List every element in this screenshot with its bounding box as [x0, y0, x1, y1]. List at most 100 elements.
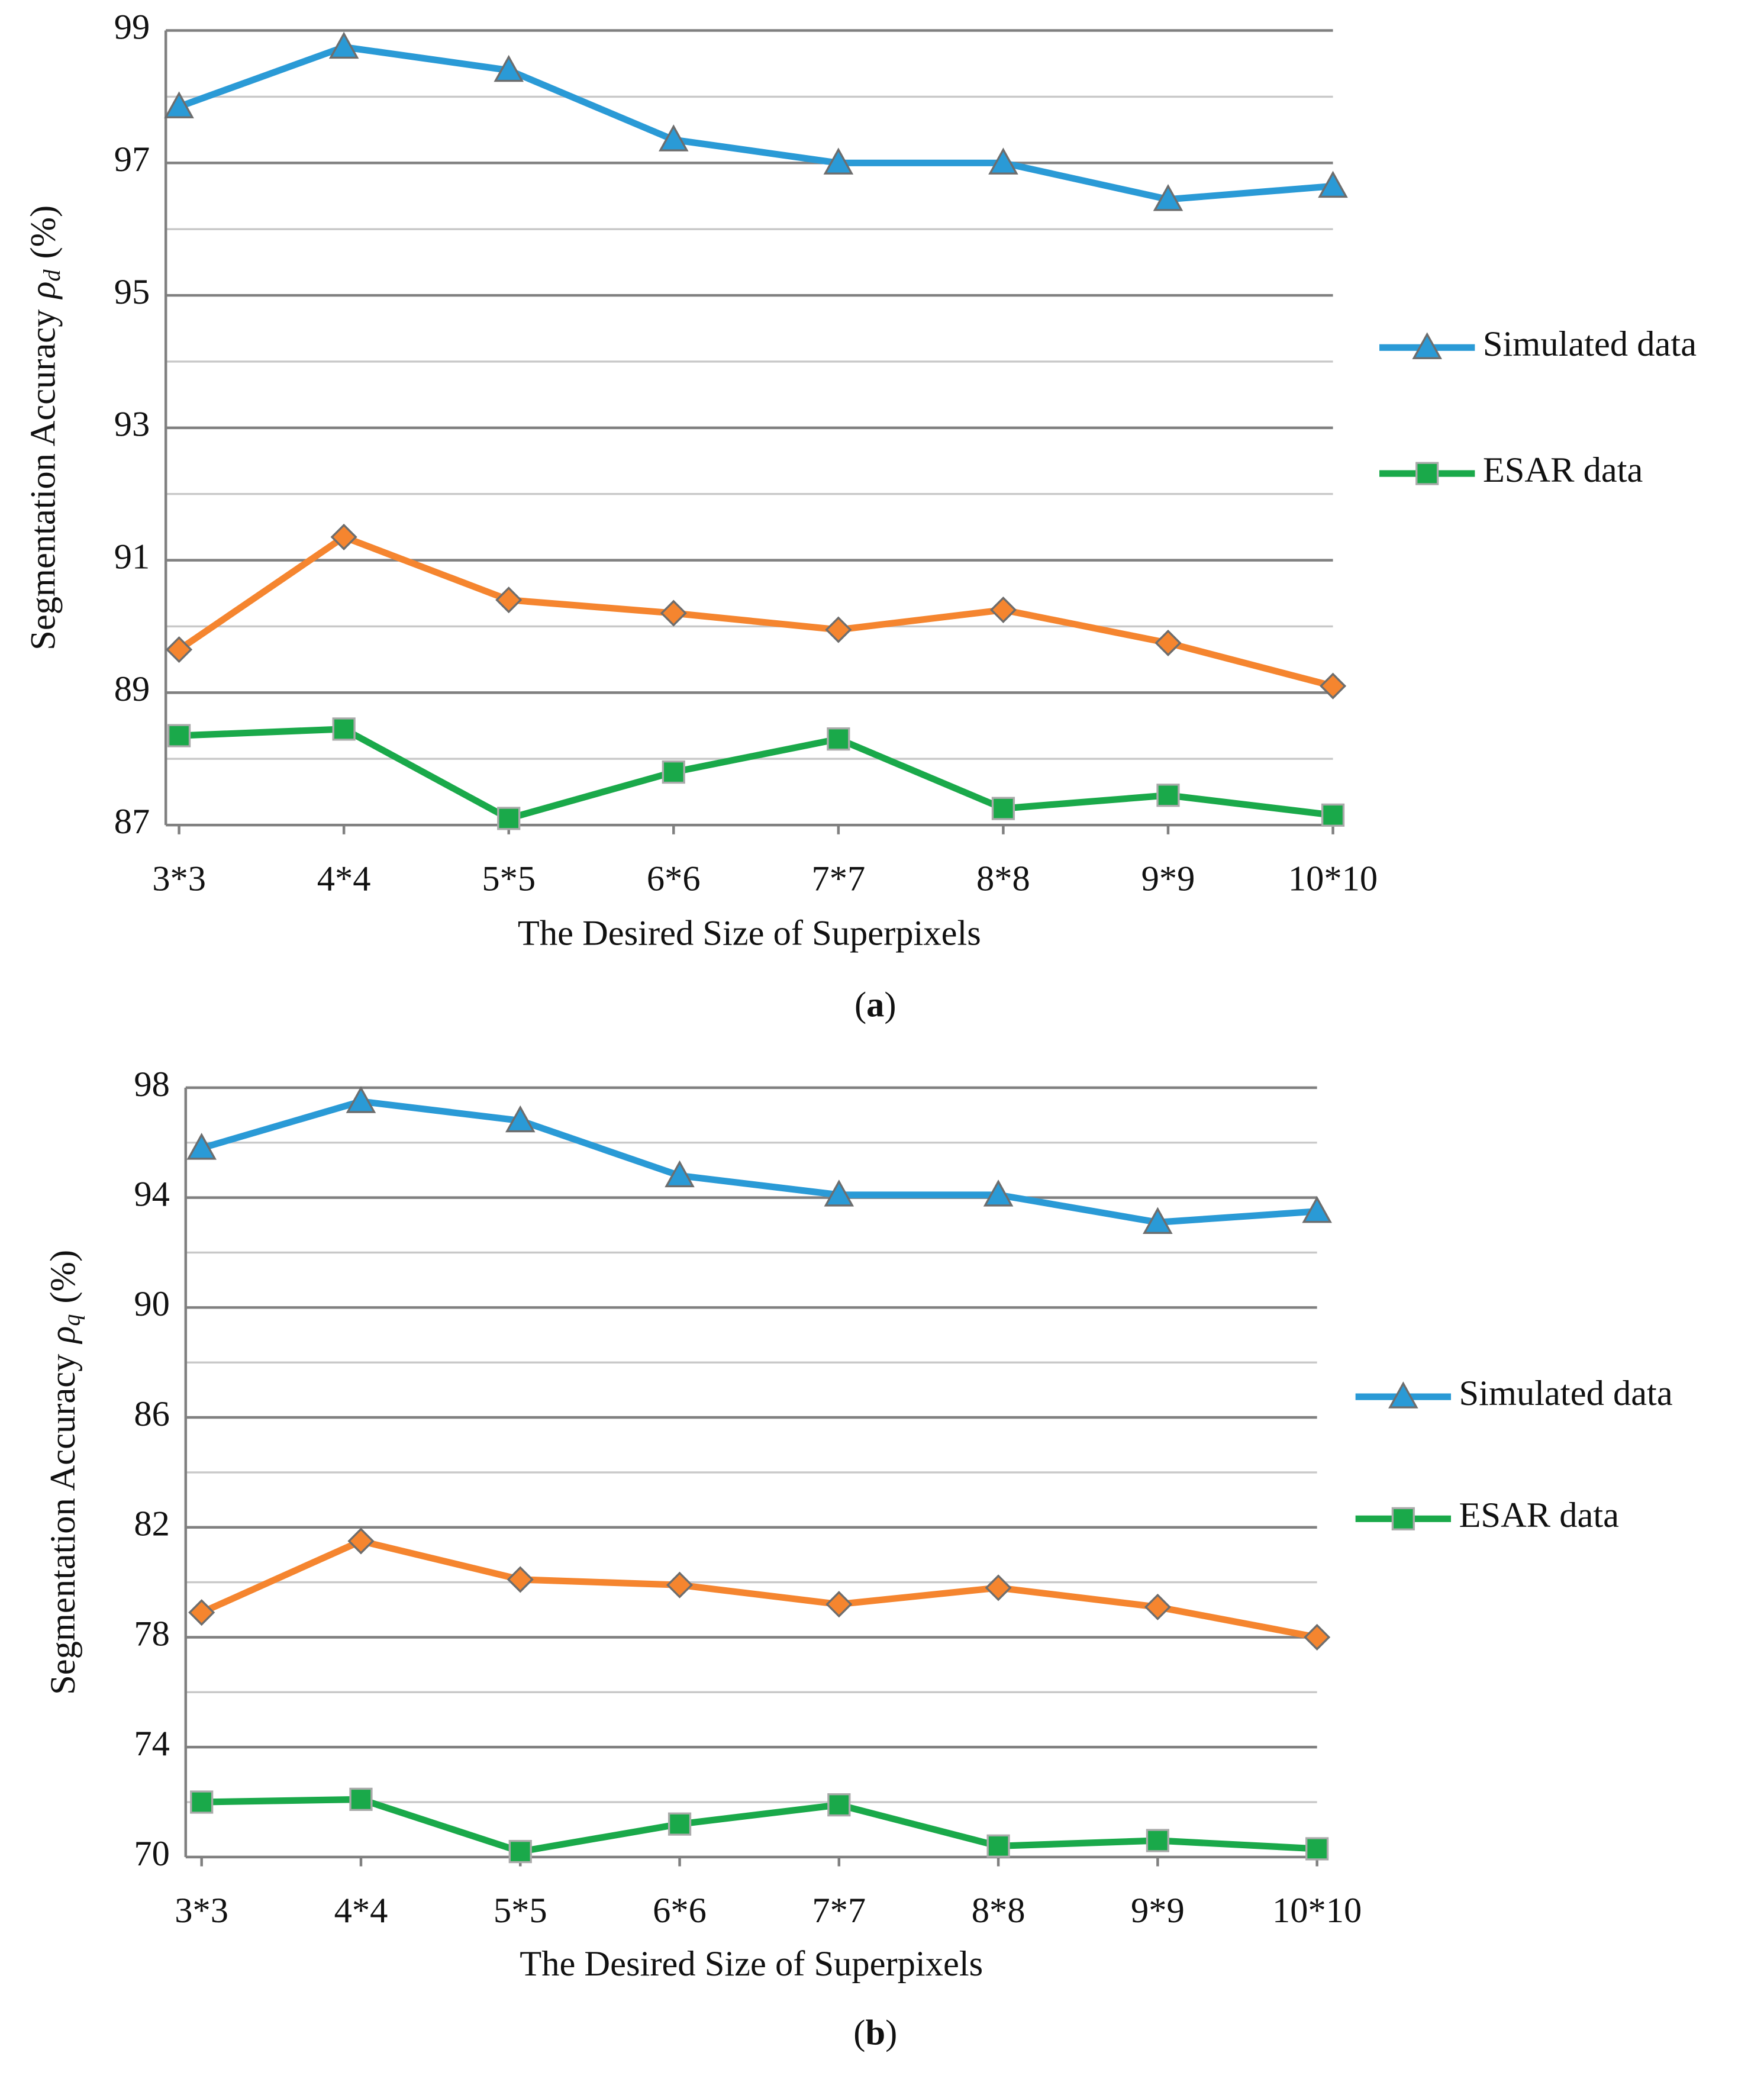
x-tick-label: 5*5 [482, 859, 536, 898]
y-tick-label: 89 [114, 669, 150, 709]
marker [167, 724, 191, 747]
y-title-sub: q [59, 1314, 85, 1326]
y-tick-label: 78 [134, 1614, 170, 1654]
y-tick-label: 86 [134, 1394, 170, 1434]
marker [1144, 1593, 1171, 1620]
marker [507, 1566, 534, 1593]
marker [986, 1834, 1010, 1858]
series-line [201, 1796, 1317, 1855]
marker [666, 1571, 694, 1598]
marker [1153, 183, 1183, 211]
series-line [177, 533, 1334, 689]
y-title-text: Segmentation Accuracy [23, 309, 63, 650]
marker [1156, 784, 1180, 807]
marker [1388, 1381, 1418, 1409]
y-title-unit: (%) [43, 1250, 83, 1304]
marker [505, 1105, 536, 1133]
y-tick-label: 99 [114, 7, 150, 47]
x-axis-title: The Desired Size of Superpixels [520, 1944, 983, 1984]
y-tick-label: 90 [134, 1284, 170, 1324]
marker [330, 523, 357, 550]
y-tick-label: 82 [134, 1504, 170, 1544]
x-tick-label: 10*10 [1288, 859, 1378, 898]
x-tick-label: 10*10 [1272, 1891, 1362, 1930]
x-tick-label: 9*9 [1131, 1891, 1185, 1930]
marker [823, 147, 854, 175]
caption-open: ( [854, 985, 866, 1024]
x-tick-label: 3*3 [175, 1891, 228, 1930]
marker [1320, 672, 1347, 700]
marker [1415, 462, 1439, 485]
y-axis-title: Segmentation Accuracy ρq (%) [43, 1250, 85, 1695]
caption: (a) [854, 985, 896, 1024]
y-title-symbol: ρ [43, 1326, 83, 1345]
marker [190, 1790, 214, 1814]
y-tick-label: 95 [114, 272, 150, 312]
marker [665, 1160, 695, 1188]
marker [164, 91, 194, 118]
marker [991, 797, 1015, 820]
marker [827, 727, 850, 751]
x-tick-label: 3*3 [152, 859, 206, 898]
marker [1412, 332, 1442, 359]
marker [1321, 803, 1345, 827]
legend-label: Simulated data [1459, 1374, 1672, 1413]
x-tick-label: 9*9 [1141, 859, 1195, 898]
caption: (b) [853, 2013, 897, 2052]
caption-letter: a [866, 985, 884, 1024]
y-tick-label: 98 [134, 1065, 170, 1104]
marker [824, 1179, 854, 1207]
x-tick-label: 5*5 [494, 1891, 547, 1930]
marker [1146, 1829, 1169, 1852]
marker [662, 760, 685, 784]
marker [1143, 1207, 1173, 1235]
y-tick-label: 94 [134, 1174, 170, 1214]
series-line [178, 43, 1334, 203]
chart: 87 89 91 93 95 97 99 3*3 4*4 5*5 6*6 7*7 8*8 9*9 10*10… [23, 7, 1697, 1024]
caption-open: ( [853, 2013, 865, 2052]
y-tick-label: 74 [134, 1724, 170, 1764]
marker [983, 1179, 1014, 1207]
y-tick-label: 91 [114, 537, 150, 576]
x-tick-label: 8*8 [972, 1891, 1025, 1930]
marker [494, 54, 524, 82]
marker [1154, 629, 1182, 656]
y-tick-label: 93 [114, 405, 150, 444]
marker [827, 1793, 851, 1817]
legend-label: ESAR data [1483, 450, 1643, 490]
x-tick-label: 6*6 [647, 859, 701, 898]
y-title-sub: d [38, 269, 65, 282]
series-line [179, 726, 1334, 822]
x-tick-label: 8*8 [976, 859, 1030, 898]
marker [332, 717, 356, 741]
y-axis-title: Segmentation Accuracy ρd (%) [23, 205, 65, 650]
x-tick-label: 7*7 [811, 859, 865, 898]
marker [825, 616, 852, 643]
marker [497, 807, 521, 830]
y-tick-label: 70 [134, 1834, 170, 1874]
marker [347, 1527, 375, 1555]
marker [495, 586, 523, 614]
marker [186, 1133, 217, 1160]
x-tick-label: 7*7 [812, 1891, 866, 1930]
x-axis-title: The Desired Size of Superpixels [518, 913, 981, 953]
series-line [200, 1538, 1318, 1641]
y-tick-label: 87 [114, 802, 150, 842]
marker [1391, 1507, 1415, 1530]
y-tick-label: 97 [114, 140, 150, 179]
marker [508, 1839, 532, 1864]
marker [667, 1812, 692, 1836]
marker [328, 31, 359, 59]
marker [985, 1574, 1012, 1601]
marker [659, 124, 689, 152]
x-tick-label: 4*4 [317, 859, 371, 898]
marker [1304, 1623, 1331, 1651]
caption-close: ) [884, 985, 896, 1024]
marker [188, 1599, 215, 1626]
series-line [201, 1098, 1318, 1226]
marker [660, 600, 687, 627]
legend-label: Simulated data [1483, 324, 1697, 364]
marker [349, 1787, 373, 1811]
